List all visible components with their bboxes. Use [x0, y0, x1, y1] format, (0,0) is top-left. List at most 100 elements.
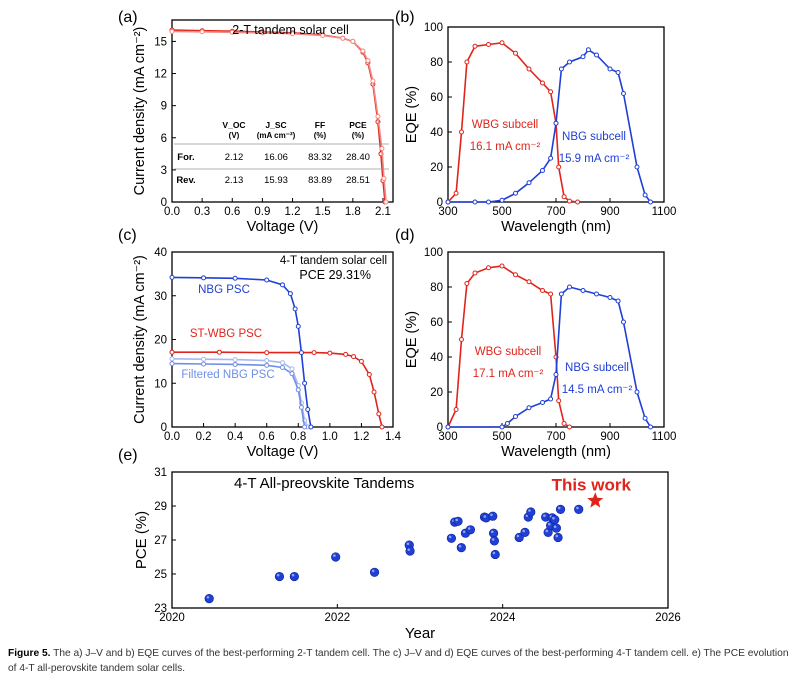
- data-point-highlight: [407, 548, 411, 551]
- panel-letter: (e): [118, 447, 138, 464]
- wbg-eqe-point: [526, 66, 532, 72]
- reverse-scan: [169, 28, 389, 205]
- st-wbg-jv-point: [264, 350, 270, 356]
- table-cell: 28.51: [346, 175, 370, 186]
- filtered-nbg-reverse-point: [264, 358, 270, 363]
- st-wbg-jv-point: [343, 351, 349, 357]
- x-tick-label: 2022: [325, 612, 351, 624]
- nbg-eqe-point: [585, 47, 591, 53]
- x-tick-label: 1.0: [322, 431, 338, 443]
- nbg-eqe-point: [580, 54, 586, 60]
- data-point-highlight: [458, 544, 462, 548]
- data-point-highlight: [548, 522, 551, 526]
- data-point-highlight: [553, 525, 557, 528]
- y-tick-label: 40: [154, 247, 167, 259]
- nbg-jv-point: [280, 282, 285, 288]
- nbg-eqe-point: [445, 424, 451, 430]
- y-tick-label: 25: [154, 569, 167, 581]
- nbg-jv-point: [201, 275, 207, 281]
- x-tick-label: 700: [546, 431, 565, 443]
- nbg-eqe-point: [621, 91, 626, 96]
- data-point-highlight: [555, 534, 559, 538]
- x-tick-label: 300: [438, 431, 457, 443]
- nbg-eqe-point: [445, 199, 451, 205]
- nbg-jv-point: [295, 323, 301, 329]
- nbg-eqe-point: [499, 424, 505, 430]
- y-tick-label: 12: [154, 69, 167, 81]
- nbg-eqe-point: [504, 421, 510, 426]
- data-point-highlight: [516, 534, 520, 538]
- table-header: PCE: [349, 120, 367, 130]
- nbg-eqe-point: [548, 155, 554, 161]
- wbg-eqe-point: [472, 270, 478, 276]
- x-tick-label: 2026: [655, 612, 681, 624]
- nbg-eqe-point: [513, 190, 518, 196]
- wbg-eqe-point: [453, 190, 459, 196]
- nbg-jv: [169, 274, 314, 430]
- data-point: [453, 516, 463, 526]
- x-tick-label: 1.4: [385, 431, 402, 443]
- panel-b: 300 500 700 900 1100 0 20 40 60 80 100 Wavelength (…: [395, 9, 676, 235]
- filtered-nbg-reverse-point: [201, 356, 207, 362]
- filtered-nbg-jv-point: [298, 404, 304, 410]
- reverse-scan-point: [169, 28, 175, 34]
- nbg-eqe-point: [526, 180, 532, 186]
- nbg-eqe-point: [540, 400, 545, 405]
- panel-c: 0.0 0.2 0.4 0.6 0.8 1.0 1.2 1.4 0 10 20 30 40 Voltage…: [118, 227, 402, 460]
- reverse-scan-point: [350, 38, 356, 44]
- filtered-nbg-reverse-point: [232, 357, 238, 363]
- filtered-nbg-reverse-point: [169, 356, 175, 362]
- y-tick-label: 0: [161, 422, 167, 434]
- table-header-unit: (mA cm⁻²): [257, 131, 296, 140]
- x-tick-label: 1.5: [315, 206, 331, 218]
- nbg-jv-point: [292, 306, 298, 312]
- x-tick-label: 900: [600, 431, 619, 443]
- y-tick-label: 20: [154, 335, 167, 347]
- st-wbg-jv: [169, 349, 385, 430]
- x-tick-label: 0.2: [196, 431, 212, 443]
- data-point-highlight: [491, 538, 495, 541]
- filtered-nbg-jv-point: [289, 371, 295, 377]
- wbg-eqe-point: [499, 40, 505, 46]
- wbg-eqe-point: [472, 43, 478, 49]
- y-tick-label: 15: [154, 36, 167, 48]
- reverse-scan-point: [379, 145, 385, 151]
- filtered-nbg-jv: [169, 361, 308, 430]
- panel-a-title: 2-T tandem solar cell: [232, 23, 349, 37]
- data-point: [274, 571, 285, 582]
- nbg-eqe-point: [548, 396, 554, 402]
- x-tick-label: 0.4: [227, 431, 244, 443]
- nbg-eqe-point: [526, 405, 532, 411]
- filtered-nbg-reverse-point: [280, 360, 285, 366]
- y-tick-label: 100: [424, 247, 443, 259]
- data-point-highlight: [492, 551, 496, 555]
- panel-c-title: 4-T tandem solar cell: [280, 255, 387, 267]
- nbg-jv-line: [171, 276, 312, 428]
- y-axis-label: Current density (mA cm⁻²): [132, 255, 148, 424]
- x-tick-label: 1.2: [353, 431, 369, 443]
- filtered-nbg-jv-point: [302, 424, 308, 430]
- nbg-eqe-point: [472, 199, 478, 205]
- panel-letter: (d): [395, 227, 415, 244]
- data-point: [446, 533, 457, 543]
- wbg-eqe-point: [540, 288, 545, 293]
- nbg-eqe-point: [558, 66, 564, 72]
- reverse-scan-point: [199, 29, 205, 35]
- nbg-eqe-point: [553, 372, 559, 377]
- wbg-eqe-point: [561, 194, 567, 200]
- wbg-eqe-point: [567, 198, 572, 204]
- st-wbg-jv-point: [358, 358, 364, 364]
- y-axis-label: PCE (%): [133, 511, 150, 569]
- wbg-eqe-point: [513, 272, 518, 278]
- table-header-unit: (%): [352, 131, 365, 140]
- plot-frame: [447, 251, 665, 428]
- nbg-eqe: [445, 47, 653, 205]
- data-point-highlight: [462, 530, 466, 534]
- st-wbg-jv-point: [379, 424, 385, 430]
- nbg-jv-point: [302, 380, 308, 386]
- data-point: [550, 514, 560, 525]
- data-point: [488, 528, 499, 538]
- table-cell: 2.13: [225, 175, 244, 186]
- x-tick-label: 2020: [159, 612, 185, 624]
- data-point-highlight: [543, 514, 546, 517]
